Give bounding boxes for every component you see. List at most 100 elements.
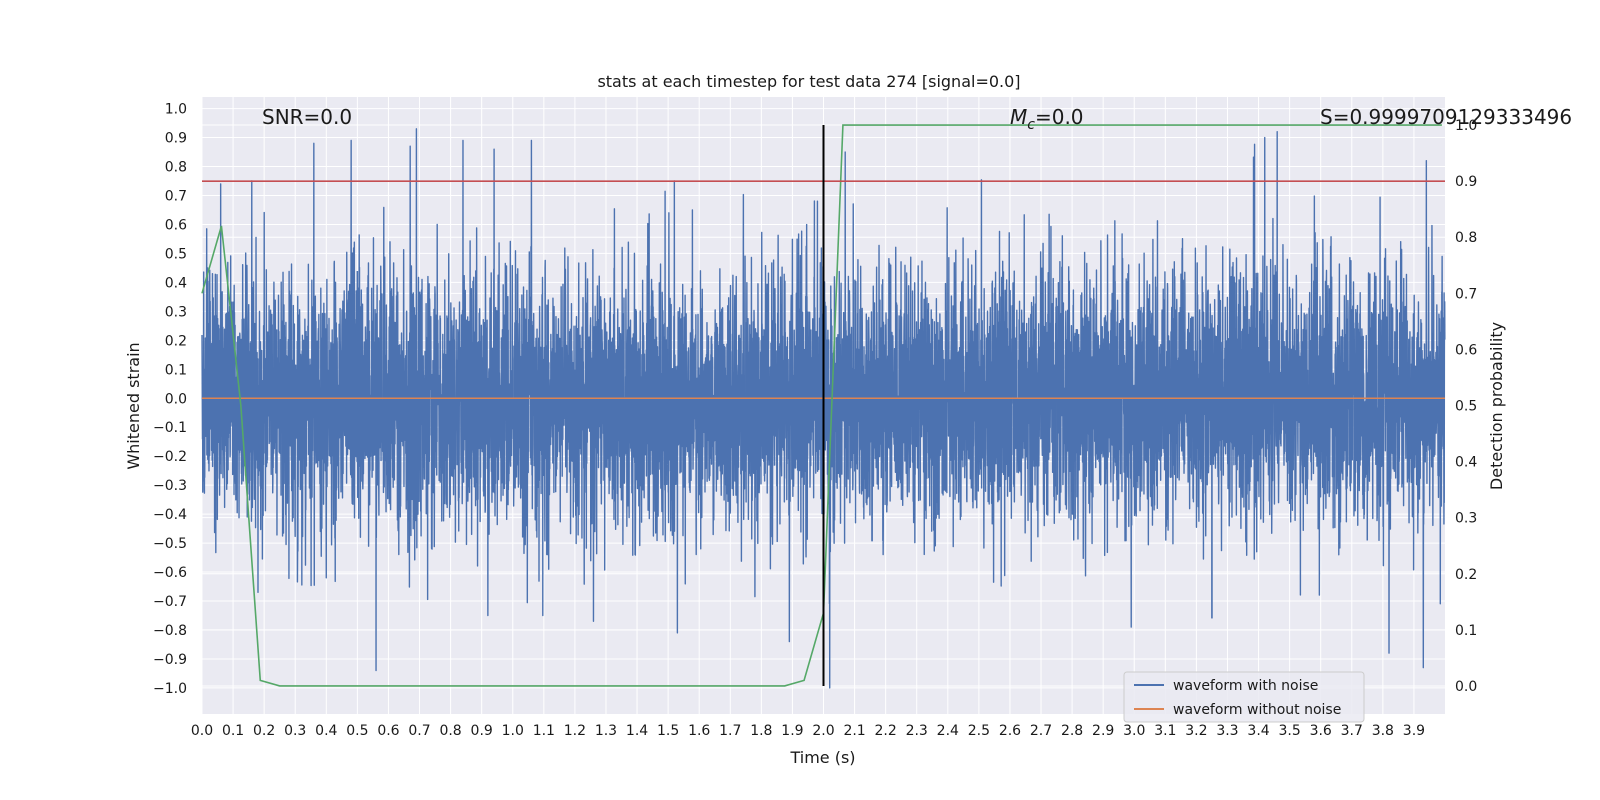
waveform-with-noise-segment bbox=[978, 179, 1058, 587]
y2-tick-label: 1.0 bbox=[1455, 118, 1477, 134]
x-tick-label: 1.1 bbox=[533, 723, 555, 739]
y-tick-label: −0.2 bbox=[153, 449, 187, 465]
y-tick-label: −0.5 bbox=[153, 536, 187, 552]
x-tick-label: 1.8 bbox=[750, 723, 772, 739]
waveform-with-noise-segment bbox=[667, 180, 747, 634]
y-tick-label: −0.7 bbox=[153, 594, 187, 610]
y-tick-label: 0.7 bbox=[165, 188, 187, 204]
x-tick-label: 0.5 bbox=[346, 723, 368, 739]
series-overlays bbox=[201, 124, 1445, 687]
y-tick-label: 1.0 bbox=[165, 102, 187, 118]
y-tick-label: −1.0 bbox=[153, 681, 187, 697]
x-tick-label: 1.7 bbox=[719, 723, 741, 739]
y2-tick-label: 0.1 bbox=[1455, 623, 1477, 639]
x-tick-label: 2.3 bbox=[906, 723, 928, 739]
x-tick-label: 1.2 bbox=[564, 723, 586, 739]
y-tick-label: 0.6 bbox=[165, 217, 187, 233]
y2-tick-label: 0.4 bbox=[1455, 455, 1477, 471]
x-tick-label: 3.0 bbox=[1123, 723, 1145, 739]
x-tick-label: 3.1 bbox=[1154, 723, 1176, 739]
legend-label-noise: waveform with noise bbox=[1173, 678, 1318, 694]
y-tick-label: 0.8 bbox=[165, 160, 187, 176]
y-tick-label: −0.9 bbox=[153, 652, 187, 668]
mc-subscript: c bbox=[1027, 117, 1035, 133]
x-tick-label: 2.7 bbox=[1030, 723, 1052, 739]
x-tick-label: 3.2 bbox=[1185, 723, 1207, 739]
x-tick-label: 1.3 bbox=[595, 723, 617, 739]
x-tick-label: 1.9 bbox=[781, 723, 803, 739]
legend-label-clean: waveform without noise bbox=[1173, 702, 1341, 718]
x-tick-label: 0.7 bbox=[408, 723, 430, 739]
waveform-with-noise-segment bbox=[512, 139, 592, 617]
waveform-with-noise-segment bbox=[589, 190, 669, 623]
y-tick-label: −0.8 bbox=[153, 623, 187, 639]
x-tick-label: 2.9 bbox=[1092, 723, 1114, 739]
legend: waveform with noise waveform without noi… bbox=[1123, 671, 1365, 723]
y2-tick-label: 0.7 bbox=[1455, 286, 1477, 302]
y-tick-label: 0.4 bbox=[165, 275, 187, 291]
x-tick-label: 1.4 bbox=[626, 723, 648, 739]
x-tick-label: 1.0 bbox=[502, 723, 524, 739]
y2-tick-label: 0.0 bbox=[1455, 679, 1477, 695]
waveform-with-noise-segment bbox=[356, 128, 436, 672]
x-axis-label: Time (s) bbox=[789, 748, 855, 767]
y2-tick-label: 0.8 bbox=[1455, 230, 1477, 246]
y-tick-label: −0.4 bbox=[153, 507, 187, 523]
x-tick-label: 1.5 bbox=[657, 723, 679, 739]
x-tick-label: 2.1 bbox=[843, 723, 865, 739]
x-tick-label: 1.6 bbox=[688, 723, 710, 739]
x-tick-label: 0.3 bbox=[284, 723, 306, 739]
waveform-with-noise-segment bbox=[1288, 195, 1369, 596]
waveform-with-noise-segment bbox=[434, 139, 514, 617]
y2-axis-label: Detection probability bbox=[1487, 322, 1506, 490]
y-tick-label: 0.1 bbox=[165, 362, 187, 378]
mc-symbol: M bbox=[1010, 105, 1027, 129]
y2-tick-label: 0.5 bbox=[1455, 399, 1477, 415]
x-tick-label: 0.4 bbox=[315, 723, 337, 739]
x-tick-label: 3.3 bbox=[1216, 723, 1238, 739]
x-tick-labels: 0.0 0.1 0.2 0.3 0.4 0.5 0.6 0.7 0.8 0.9 1.0 1.1 1.2 1… bbox=[191, 723, 1425, 739]
y-tick-label: 0.5 bbox=[165, 246, 187, 262]
series-detection-probability bbox=[201, 124, 1442, 687]
x-tick-label: 2.2 bbox=[875, 723, 897, 739]
waveform-with-noise-segment bbox=[1211, 131, 1291, 619]
s-annotation: S=0.9999709129333496 bbox=[1320, 105, 1572, 129]
x-tick-label: 2.8 bbox=[1061, 723, 1083, 739]
x-tick-label: 3.6 bbox=[1310, 723, 1332, 739]
waveform-with-noise-segment bbox=[822, 151, 902, 689]
x-tick-label: 2.4 bbox=[937, 723, 959, 739]
y-tick-label: −0.6 bbox=[153, 565, 187, 581]
y2-tick-labels: 1.0 0.9 0.8 0.7 0.6 0.5 0.4 0.3 0.2 0.1 0.0 bbox=[1455, 118, 1477, 695]
y-axis-label: Whitened strain bbox=[124, 342, 143, 469]
chirp-mass-annotation: Mc=0.0 bbox=[1010, 105, 1084, 133]
x-tick-label: 0.9 bbox=[471, 723, 493, 739]
legend-box bbox=[1123, 671, 1365, 723]
y2-tick-label: 0.9 bbox=[1455, 174, 1477, 190]
y-tick-label: 0.9 bbox=[165, 131, 187, 147]
x-tick-label: 0.8 bbox=[439, 723, 461, 739]
x-tick-label: 2.0 bbox=[812, 723, 834, 739]
snr-annotation: SNR=0.0 bbox=[262, 105, 352, 129]
x-tick-label: 0.0 bbox=[191, 723, 213, 739]
y2-tick-label: 0.6 bbox=[1455, 342, 1477, 358]
y-tick-label: 0.0 bbox=[165, 391, 187, 407]
x-tick-label: 2.6 bbox=[999, 723, 1021, 739]
y2-tick-label: 0.2 bbox=[1455, 567, 1477, 583]
x-tick-label: 3.5 bbox=[1278, 723, 1300, 739]
waveform-with-noise-segment bbox=[1366, 160, 1446, 669]
x-tick-label: 3.9 bbox=[1403, 723, 1425, 739]
y-tick-label: −0.1 bbox=[153, 420, 187, 436]
y-tick-labels: 1.0 0.9 0.8 0.7 0.6 0.5 0.4 0.3 0.2 0.1 0.0 −0.1 −0.… bbox=[153, 102, 187, 697]
waveform-with-noise-segment bbox=[745, 200, 825, 643]
x-tick-label: 3.7 bbox=[1341, 723, 1363, 739]
x-tick-label: 3.8 bbox=[1372, 723, 1394, 739]
x-tick-label: 0.2 bbox=[253, 723, 275, 739]
y-tick-label: −0.3 bbox=[153, 478, 187, 494]
y-tick-label: 0.2 bbox=[165, 333, 187, 349]
mc-value: =0.0 bbox=[1035, 105, 1084, 129]
y-tick-label: 0.3 bbox=[165, 304, 187, 320]
waveform-with-noise-segment bbox=[279, 139, 359, 587]
y2-tick-label: 0.3 bbox=[1455, 511, 1477, 527]
x-tick-label: 2.5 bbox=[968, 723, 990, 739]
